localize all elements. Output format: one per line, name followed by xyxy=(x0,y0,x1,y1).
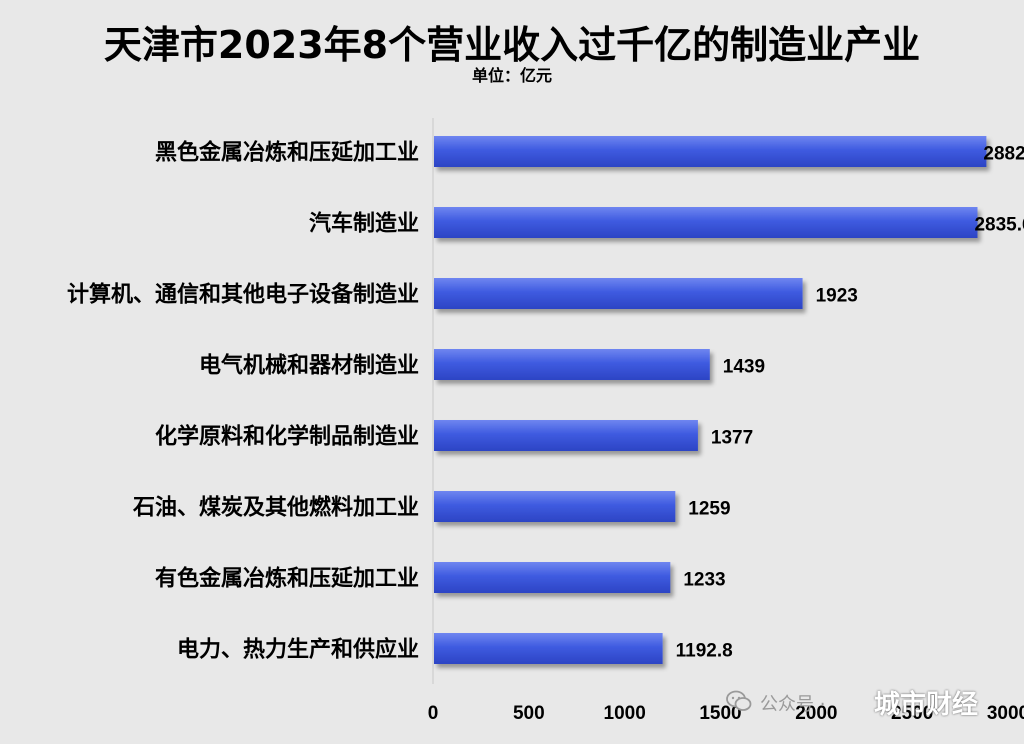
category-label-5: 石油、煤炭及其他燃料加工业 xyxy=(132,495,419,521)
chart-title: 天津市2023年8个营业收入过千亿的制造业产业 xyxy=(103,23,921,67)
value-label-1: 2835.6 xyxy=(974,215,1024,236)
bar-4 xyxy=(434,420,698,451)
x-tick-label-0: 0 xyxy=(428,703,439,724)
category-label-6: 有色金属冶炼和压延加工业 xyxy=(155,566,419,592)
chart-subtitle: 单位：亿元 xyxy=(471,66,552,85)
watermark-text: 公众号 · xyxy=(760,694,826,715)
bar-6 xyxy=(434,562,671,593)
bar-1 xyxy=(434,207,978,238)
category-label-0: 黑色金属冶炼和压延加工业 xyxy=(155,140,419,166)
bar-3 xyxy=(434,349,710,380)
value-label-5: 1259 xyxy=(688,499,730,520)
category-label-7: 电力、热力生产和供应业 xyxy=(177,637,419,663)
x-tick-label-2: 1000 xyxy=(604,703,646,724)
value-label-2: 1923 xyxy=(816,286,858,307)
value-label-3: 1439 xyxy=(723,357,765,378)
value-label-0: 2882 xyxy=(983,144,1024,165)
bar-2 xyxy=(434,278,803,309)
category-label-2: 计算机、通信和其他电子设备制造业 xyxy=(67,282,419,308)
x-tick-label-4: 2000 xyxy=(795,703,837,724)
watermark-name: 城市财经 xyxy=(874,690,979,720)
bar-5 xyxy=(434,491,676,522)
x-tick-label-3: 1500 xyxy=(699,703,741,724)
category-label-4: 化学原料和化学制品制造业 xyxy=(155,424,419,450)
wechat-icon xyxy=(726,690,752,711)
x-tick-label-1: 500 xyxy=(513,703,545,724)
x-tick-label-6: 3000 xyxy=(987,703,1024,724)
watermark: 公众号 · 城市财经 xyxy=(726,684,1016,728)
value-label-7: 1192.8 xyxy=(676,641,733,662)
category-label-1: 汽车制造业 xyxy=(309,211,419,237)
value-label-6: 1233 xyxy=(683,570,725,591)
category-label-3: 电气机械和器材制造业 xyxy=(199,353,419,379)
value-label-4: 1377 xyxy=(711,428,753,449)
bar-0 xyxy=(434,136,987,167)
x-tick-label-5: 2500 xyxy=(891,703,933,724)
bar-7 xyxy=(434,633,663,664)
